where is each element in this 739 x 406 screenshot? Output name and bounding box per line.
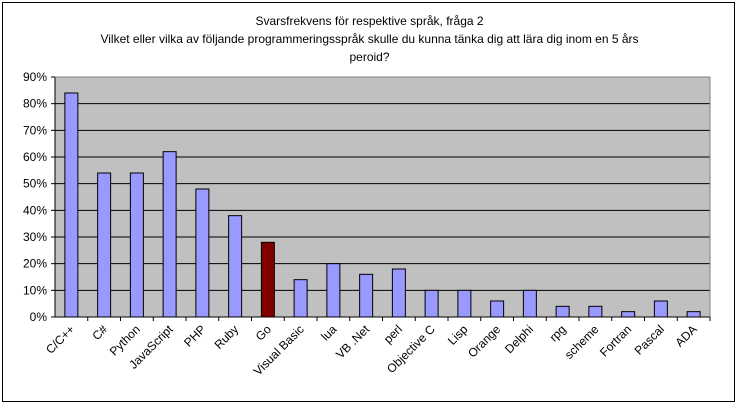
x-tick-label: Go — [253, 322, 274, 343]
chart-title-line-2: Vilket eller vilka av följande programme… — [100, 32, 639, 46]
x-tick-label: rpg — [547, 322, 569, 344]
bar — [522, 289, 537, 318]
y-tick-label: 0% — [30, 310, 48, 324]
bar — [588, 305, 603, 318]
x-tick-label: PHP — [181, 322, 208, 349]
x-tick-label: C/C++ — [43, 322, 77, 356]
bar — [228, 215, 243, 318]
y-tick-label: 30% — [23, 230, 47, 244]
bar — [97, 172, 112, 318]
chart-title-line-1: Svarsfrekvens för respektive språk, fråg… — [255, 14, 484, 28]
bar — [391, 268, 406, 318]
bar — [326, 263, 341, 318]
bar — [653, 300, 668, 318]
y-tick-label: 10% — [23, 283, 47, 297]
y-tick-label: 50% — [23, 177, 47, 191]
bar — [424, 289, 439, 318]
x-tick-label: VB .Net — [333, 322, 373, 362]
y-tick-label: 90% — [23, 70, 47, 84]
x-tick-label: Pascal — [632, 322, 667, 357]
x-tick-label: ADA — [672, 322, 699, 349]
y-tick-label: 80% — [23, 97, 47, 111]
chart-title-line-3: peroid? — [349, 50, 390, 64]
bar — [260, 241, 275, 318]
x-tick-label: Delphi — [502, 322, 536, 356]
x-tick-label: scheme — [562, 322, 602, 362]
bar — [621, 311, 636, 318]
bar — [195, 188, 210, 318]
y-tick-label: 20% — [23, 257, 47, 271]
bar — [64, 92, 79, 318]
x-tick-label: Fortran — [597, 322, 634, 359]
bar — [555, 305, 570, 318]
x-tick-label: C# — [89, 322, 110, 343]
bar — [686, 311, 701, 318]
y-tick-label: 40% — [23, 203, 47, 217]
bar — [490, 300, 505, 318]
bar — [457, 289, 472, 318]
x-tick-label: Lisp — [445, 322, 471, 348]
x-tick-label: lua — [318, 322, 339, 343]
x-tick-label: perl — [381, 322, 405, 346]
bar — [293, 279, 308, 318]
y-tick-label: 70% — [23, 123, 47, 137]
bar — [162, 151, 177, 318]
x-tick-label: Ruby — [212, 322, 242, 352]
y-tick-label: 60% — [23, 150, 47, 164]
bar — [129, 172, 144, 318]
bar — [359, 273, 374, 318]
plot-area — [55, 77, 710, 317]
x-tick-label: Orange — [465, 322, 503, 360]
